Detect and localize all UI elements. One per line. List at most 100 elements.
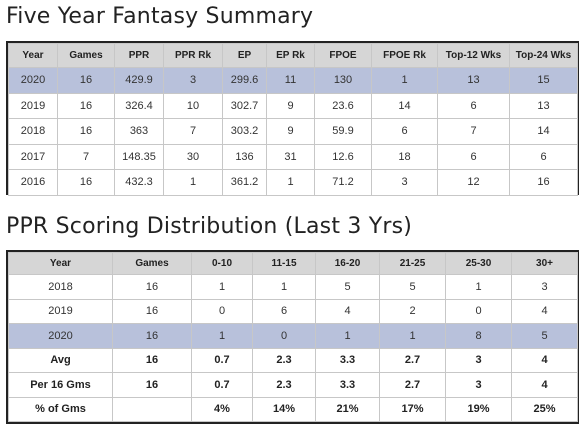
summary-cell: 23.6 (314, 92, 372, 119)
summary-cell: 16 (57, 169, 115, 196)
summary-cell: 6 (437, 92, 510, 119)
distribution-header-cell: 21-25 (379, 252, 446, 275)
summary-cell: 3 (371, 169, 438, 196)
summary-cell: 6 (437, 143, 510, 170)
distribution-cell: Per 16 Gms (8, 372, 113, 398)
summary-cell: 12 (437, 169, 510, 196)
distribution-header-cell: Games (112, 252, 192, 275)
summary-table-body: 2020 16 429.9 3 299.6 11 130 1 13 15 2019 16 326.4 10… (8, 67, 578, 196)
summary-cell: 9 (266, 92, 315, 119)
distribution-header-cell: 11-15 (252, 252, 316, 275)
summary-cell: 7 (437, 118, 510, 145)
summary-cell: 361.2 (222, 169, 267, 196)
summary-cell: 12.6 (314, 143, 372, 170)
distribution-cell (112, 396, 192, 422)
distribution-cell: 1 (445, 274, 512, 300)
distribution-cell: 4 (511, 372, 578, 398)
distribution-cell: 2.7 (379, 347, 446, 373)
distribution-cell: 0.7 (191, 347, 253, 373)
summary-header-cell: PPR (114, 43, 164, 68)
summary-header-cell: PPR Rk (163, 43, 223, 68)
distribution-cell: 17% (379, 396, 446, 422)
summary-cell: 6 (509, 143, 578, 170)
distribution-cell: 25% (511, 396, 578, 422)
distribution-cell: 3 (445, 372, 512, 398)
distribution-header-cell: 0-10 (191, 252, 253, 275)
summary-table: Year Games PPR PPR Rk EP EP Rk FPOE FPOE Rk Top-… (8, 43, 578, 196)
summary-header-cell: Top-12 Wks (437, 43, 510, 68)
distribution-cell: 1 (379, 323, 446, 349)
summary-cell: 2018 (8, 118, 58, 145)
summary-cell: 363 (114, 118, 164, 145)
summary-cell: 1 (371, 67, 438, 94)
summary-cell: 59.9 (314, 118, 372, 145)
summary-cell: 2017 (8, 143, 58, 170)
summary-row: 2018 16 363 7 303.2 9 59.9 6 7 14 (8, 118, 578, 145)
summary-cell: 2020 (8, 67, 58, 94)
summary-row: 2017 7 148.35 30 136 31 12.6 18 6 6 (8, 143, 578, 170)
summary-cell: 11 (266, 67, 315, 94)
summary-cell: 1 (266, 169, 315, 196)
summary-header-cell: Year (8, 43, 58, 68)
distribution-cell: 1 (315, 323, 380, 349)
distribution-header-cell: 30+ (511, 252, 578, 275)
distribution-cell: 14% (252, 396, 316, 422)
distribution-cell: 0 (252, 323, 316, 349)
summary-cell: 432.3 (114, 169, 164, 196)
distribution-cell: 3 (511, 274, 578, 300)
summary-row: 2020 16 429.9 3 299.6 11 130 1 13 15 (8, 67, 578, 94)
distribution-row: 2020 16 1 0 1 1 8 5 (8, 323, 578, 349)
summary-cell: 299.6 (222, 67, 267, 94)
distribution-cell: 1 (191, 323, 253, 349)
summary-cell: 15 (509, 67, 578, 94)
distribution-cell: 16 (112, 298, 192, 324)
summary-header-row: Year Games PPR PPR Rk EP EP Rk FPOE FPOE Rk Top-… (8, 43, 578, 68)
distribution-row: Avg 16 0.7 2.3 3.3 2.7 3 4 (8, 347, 578, 373)
distribution-cell: 16 (112, 347, 192, 373)
distribution-cell: 5 (315, 274, 380, 300)
summary-cell: 9 (266, 118, 315, 145)
distribution-cell: 2.3 (252, 372, 316, 398)
distribution-title: PPR Scoring Distribution (Last 3 Yrs) (6, 214, 413, 239)
distribution-cell: 4 (315, 298, 380, 324)
distribution-cell: 16 (112, 372, 192, 398)
distribution-cell: 2019 (8, 298, 113, 324)
distribution-cell: 3.3 (315, 347, 380, 373)
summary-header-cell: EP Rk (266, 43, 315, 68)
distribution-cell: 5 (379, 274, 446, 300)
distribution-header-cell: 16-20 (315, 252, 380, 275)
distribution-cell: 3.3 (315, 372, 380, 398)
distribution-row: 2019 16 0 6 4 2 0 4 (8, 298, 578, 324)
summary-cell: 71.2 (314, 169, 372, 196)
summary-header-cell: FPOE Rk (371, 43, 438, 68)
distribution-cell: 19% (445, 396, 512, 422)
distribution-cell: 0.7 (191, 372, 253, 398)
summary-cell: 3 (163, 67, 223, 94)
distribution-header-cell: Year (8, 252, 113, 275)
distribution-cell: 0 (445, 298, 512, 324)
summary-cell: 31 (266, 143, 315, 170)
summary-header-cell: EP (222, 43, 267, 68)
summary-cell: 16 (509, 169, 578, 196)
summary-cell: 10 (163, 92, 223, 119)
distribution-cell: 1 (191, 274, 253, 300)
summary-cell: 303.2 (222, 118, 267, 145)
distribution-cell: 4 (511, 347, 578, 373)
summary-cell: 30 (163, 143, 223, 170)
distribution-cell: 2020 (8, 323, 113, 349)
summary-cell: 2016 (8, 169, 58, 196)
summary-cell: 130 (314, 67, 372, 94)
summary-cell: 18 (371, 143, 438, 170)
summary-cell: 6 (371, 118, 438, 145)
summary-cell: 148.35 (114, 143, 164, 170)
distribution-cell: % of Gms (8, 396, 113, 422)
distribution-header-cell: 25-30 (445, 252, 512, 275)
distribution-cell: 2.7 (379, 372, 446, 398)
summary-cell: 16 (57, 67, 115, 94)
summary-cell: 7 (163, 118, 223, 145)
distribution-cell: 5 (511, 323, 578, 349)
summary-cell: 16 (57, 118, 115, 145)
distribution-cell: 2018 (8, 274, 113, 300)
summary-cell: 7 (57, 143, 115, 170)
distribution-table: Year Games 0-10 11-15 16-20 21-25 25-30 30+ 201… (8, 252, 578, 422)
